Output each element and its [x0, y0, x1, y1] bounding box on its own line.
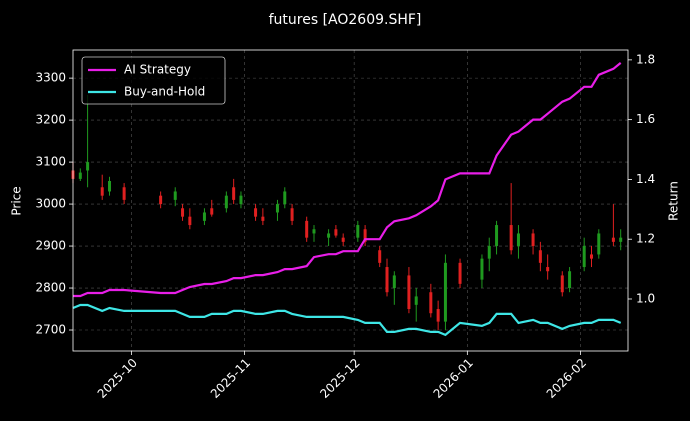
legend: AI Strategy Buy-and-Hold: [81, 56, 226, 105]
candle-body: [568, 271, 572, 289]
candle-body: [582, 246, 586, 268]
candle-body: [407, 275, 411, 310]
candle-body: [210, 208, 214, 215]
y-tick-label: 3300: [35, 71, 66, 85]
candle-body: [159, 195, 163, 205]
legend-label: AI Strategy: [124, 63, 191, 77]
candle-body: [341, 237, 345, 242]
y-tick-label: 3100: [35, 155, 66, 169]
candle-body: [392, 275, 396, 289]
candle-body: [290, 208, 294, 221]
x-tick-label: 2025-10: [95, 356, 140, 401]
candle-body: [356, 225, 360, 238]
candle-body: [275, 204, 279, 213]
x-tick-label: 2026-02: [544, 356, 589, 401]
candle-body: [429, 292, 433, 314]
y2-tick-label: 1.8: [636, 52, 655, 66]
candle-body: [312, 229, 316, 234]
x-tick-label: 2025-12: [317, 356, 362, 401]
candle-body: [414, 296, 418, 305]
candle-body: [78, 172, 82, 179]
candle-body: [100, 187, 104, 196]
return-line: [72, 303, 622, 337]
y2-tick-label: 1.6: [636, 112, 655, 126]
chart-title: futures [AO2609.SHF]: [269, 12, 422, 28]
candle-body: [188, 216, 192, 226]
candle-body: [334, 229, 338, 236]
candle-body: [232, 187, 236, 200]
return-line: [73, 62, 622, 298]
candle-body: [283, 191, 287, 205]
y-tick-label: 2700: [35, 323, 66, 337]
candle-body: [385, 267, 389, 293]
y2-tick-label: 1.0: [636, 291, 655, 305]
candle-body: [458, 262, 462, 284]
y-tick-label: 3200: [35, 113, 66, 127]
candle-body: [86, 162, 90, 171]
candle-body: [305, 220, 309, 238]
candle-body: [378, 250, 382, 263]
candle-body: [495, 225, 499, 247]
candle-body: [363, 229, 367, 242]
candle-body: [531, 233, 535, 247]
plot-frame: [72, 49, 629, 352]
candle-body: [487, 246, 491, 259]
y2-tick-label: 1.4: [636, 172, 655, 186]
candle-body: [327, 233, 331, 238]
y2-axis-label: Return: [667, 181, 681, 221]
y2-tick-label: 1.2: [636, 232, 655, 246]
candle-body: [619, 237, 623, 242]
candle-body: [122, 187, 126, 200]
candle-body: [538, 250, 542, 263]
candle-body: [516, 233, 520, 247]
candle-body: [480, 258, 484, 280]
candle-body: [181, 208, 185, 217]
y-tick-label: 2900: [35, 239, 66, 253]
candle-body: [173, 191, 177, 200]
y-tick-label: 2800: [35, 281, 66, 295]
candle-body: [239, 195, 243, 205]
candle-body: [261, 216, 265, 221]
x-tick-label: 2026-01: [431, 356, 476, 401]
candle-body: [254, 208, 258, 217]
candle-body: [546, 267, 550, 272]
candle-body: [597, 233, 601, 255]
legend-label: Buy-and-Hold: [124, 85, 205, 99]
y-axis-label: Price: [10, 186, 24, 215]
candle-body: [202, 212, 206, 221]
legend-box: [81, 56, 226, 105]
candle-body: [443, 262, 447, 322]
candle-body: [509, 225, 513, 251]
candle-body: [560, 275, 564, 293]
candle-body: [589, 254, 593, 259]
x-tick-label: 2025-11: [208, 356, 253, 401]
candle-body: [436, 309, 440, 322]
candle-body: [611, 237, 615, 242]
candle-body: [224, 195, 228, 209]
candle-body: [108, 180, 112, 192]
y-tick-label: 3000: [35, 197, 66, 211]
